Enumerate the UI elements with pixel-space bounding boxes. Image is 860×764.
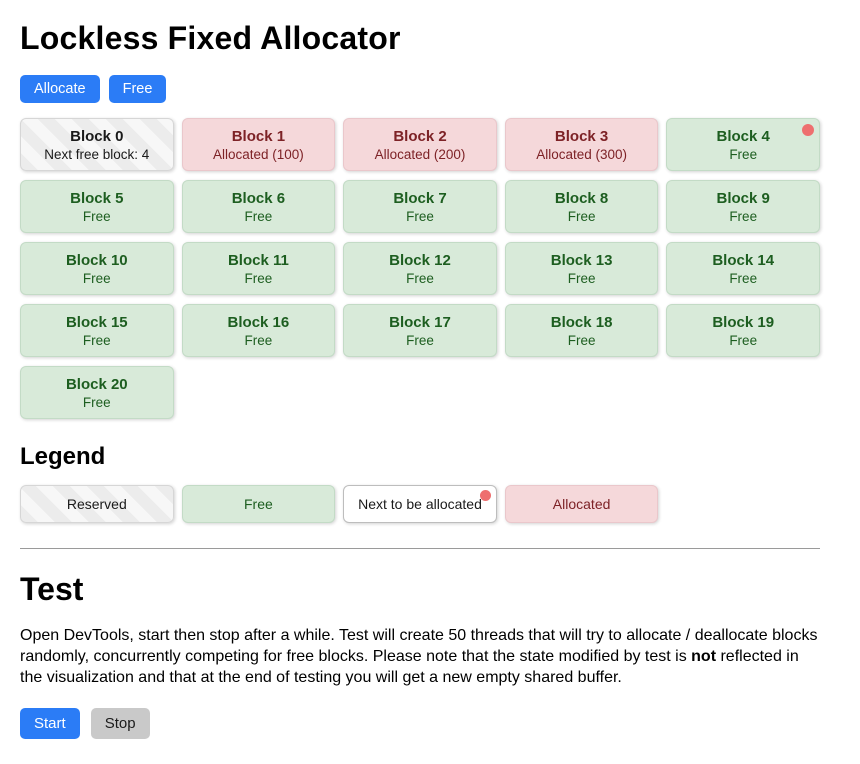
- block-status: Free: [406, 270, 434, 286]
- block-status: Free: [82, 208, 111, 224]
- block-title: Block 2: [393, 127, 447, 145]
- block-card: Block 12 Free: [343, 242, 497, 295]
- block-title: Block 12: [389, 251, 451, 269]
- block-status: Free: [567, 332, 596, 348]
- block-status: Free: [729, 146, 758, 162]
- block-card: Block 20 Free: [20, 366, 174, 419]
- block-status: Free: [82, 332, 111, 348]
- test-description: Open DevTools, start then stop after a w…: [20, 625, 820, 688]
- legend-item-label: Next to be allocated: [358, 496, 482, 512]
- test-buttons: Start Stop: [20, 708, 820, 763]
- block-status: Allocated (300): [536, 146, 627, 162]
- section-divider: [20, 548, 820, 549]
- legend-grid: Reserved Free Next to be allocated Alloc…: [20, 485, 820, 523]
- block-status: Free: [82, 394, 111, 410]
- test-description-after: reflected in the visualization and that …: [20, 648, 799, 686]
- block-title: Block 0: [70, 127, 124, 145]
- block-card: Block 19 Free: [666, 304, 820, 357]
- block-card: Block 9 Free: [666, 180, 820, 233]
- legend-item-label: Allocated: [552, 496, 611, 512]
- block-status: Free: [567, 208, 596, 224]
- block-card: Block 3 Allocated (300): [504, 118, 659, 171]
- block-card: Block 8 Free: [504, 180, 659, 233]
- block-title: Block 18: [550, 313, 613, 331]
- legend-item-label: Reserved: [66, 496, 127, 512]
- block-card: Block 0 Next free block: 4: [20, 118, 174, 171]
- test-description-bold: not: [691, 648, 717, 665]
- block-status: Free: [406, 332, 434, 348]
- block-title: Block 11: [227, 251, 289, 269]
- block-card: Block 10 Free: [20, 242, 174, 295]
- block-card: Block 1 Allocated (100): [181, 118, 336, 171]
- block-status: Free: [406, 208, 434, 224]
- stop-button[interactable]: Stop: [90, 708, 150, 739]
- allocate-button[interactable]: Allocate: [20, 75, 100, 103]
- block-title: Block 15: [65, 313, 128, 331]
- block-card: Block 13 Free: [504, 242, 659, 295]
- block-status: Free: [567, 270, 596, 286]
- block-title: Block 10: [65, 251, 128, 269]
- block-card: Block 4 Free: [666, 118, 820, 171]
- block-card: Block 16 Free: [181, 304, 336, 357]
- page-title: Lockless Fixed Allocator: [20, 20, 401, 56]
- legend-item: Allocated: [504, 485, 659, 523]
- block-status: Free: [729, 208, 758, 224]
- block-status: Allocated (200): [374, 146, 466, 162]
- block-status: Free: [729, 270, 758, 286]
- block-card: Block 2 Allocated (200): [343, 118, 497, 171]
- free-button[interactable]: Free: [108, 75, 167, 103]
- block-title: Block 3: [554, 127, 609, 145]
- block-card: Block 7 Free: [343, 180, 497, 233]
- legend-item-label: Free: [243, 496, 273, 512]
- block-title: Block 14: [712, 251, 775, 269]
- block-title: Block 5: [70, 189, 124, 207]
- block-card: Block 15 Free: [20, 304, 174, 357]
- block-title: Block 8: [554, 189, 609, 207]
- block-status: Free: [244, 270, 273, 286]
- block-status: Next free block: 4: [44, 146, 150, 162]
- block-title: Block 20: [65, 375, 128, 393]
- allocator-toolbar: Allocate Free: [20, 75, 820, 103]
- next-block-dot: [479, 490, 491, 501]
- block-card: Block 11 Free: [181, 242, 336, 295]
- block-status: Allocated (100): [212, 146, 304, 162]
- legend-item: Next to be allocated: [343, 485, 497, 523]
- legend-item: Free: [181, 485, 336, 523]
- block-title: Block 19: [712, 313, 775, 331]
- block-card: Block 14 Free: [666, 242, 820, 295]
- block-card: Block 5 Free: [20, 180, 174, 233]
- block-title: Block 13: [550, 251, 613, 269]
- block-status: Free: [729, 332, 758, 348]
- block-status: Free: [244, 208, 273, 224]
- block-title: Block 17: [389, 313, 451, 331]
- start-button[interactable]: Start: [20, 708, 80, 739]
- block-card: Block 17 Free: [343, 304, 497, 357]
- block-card: Block 6 Free: [181, 180, 336, 233]
- block-title: Block 1: [231, 127, 286, 145]
- block-title: Block 7: [393, 189, 447, 207]
- block-status: Free: [244, 332, 273, 348]
- block-title: Block 16: [227, 313, 290, 331]
- blocks-grid: Block 0 Next free block: 4 Block 1 Alloc…: [20, 118, 820, 419]
- block-title: Block 6: [231, 189, 286, 207]
- main-container: Lockless Fixed Allocator Allocate Free B…: [20, 20, 820, 763]
- legend-heading: Legend: [20, 443, 106, 470]
- legend-item: Reserved: [20, 485, 174, 523]
- block-card: Block 18 Free: [504, 304, 659, 357]
- block-title: Block 4: [716, 127, 770, 145]
- block-title: Block 9: [716, 189, 770, 207]
- block-status: Free: [82, 270, 111, 286]
- test-description-before: Open DevTools, start then stop after a w…: [20, 627, 818, 665]
- test-heading: Test: [20, 571, 84, 607]
- next-block-dot: [802, 124, 814, 136]
